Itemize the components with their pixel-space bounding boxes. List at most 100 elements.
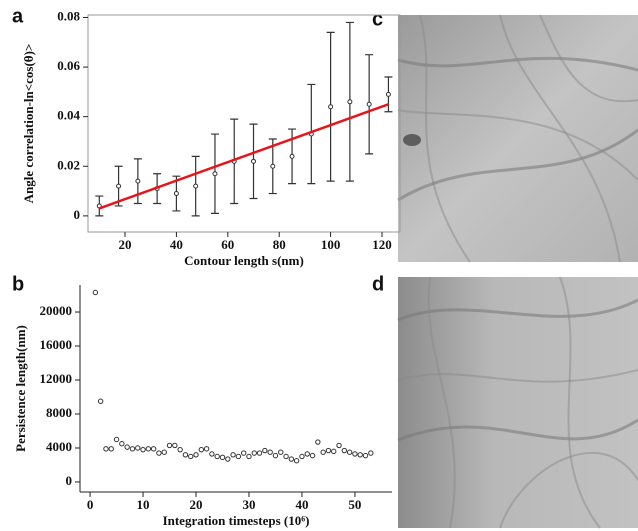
data-point [256,450,263,456]
data-point [272,452,279,459]
y-tick-label: 0.06 [57,58,80,73]
y-tick-label: 0.02 [57,157,80,172]
data-point [368,450,374,456]
data-point [198,446,205,453]
data-point [278,449,284,455]
data-point [214,453,220,460]
data-point [328,104,334,110]
y-tick-label: 4000 [46,439,72,454]
data-point [341,447,348,454]
data-point [116,183,122,189]
data-point [92,289,99,296]
data-point [212,171,218,177]
data-point [240,450,247,456]
panel-label: d [372,273,384,295]
data-point [103,446,109,452]
data-point [188,453,194,460]
data-point [304,451,310,457]
data-point [262,447,268,454]
panel-label: b [12,273,24,295]
x-tick-label: 80 [273,237,286,252]
data-point [251,450,257,456]
data-point [293,458,300,464]
data-point [246,453,252,460]
data-point [309,452,316,459]
y-axis-title: Persistence length(nm) [13,325,28,452]
data-point [385,91,391,97]
data-point [172,442,178,449]
data-point [299,453,305,460]
data-point [166,442,173,449]
x-tick-label: 60 [221,237,234,252]
data-point [325,447,332,454]
plot-frame [87,14,401,233]
data-point [352,451,358,457]
x-tick-label: 10 [137,497,150,512]
y-tick-label: 20000 [40,303,73,318]
data-point [150,446,157,452]
data-point [182,452,189,458]
x-axis-title: Integration timesteps (10⁶) [163,513,310,528]
data-point [357,452,363,458]
x-tick-label: 20 [119,237,132,252]
panel-label: a [12,5,24,27]
data-point [267,449,273,455]
data-point [129,446,136,452]
panel-label: c [372,8,383,30]
fit-line [98,103,389,210]
data-point [346,449,353,455]
data-point [362,452,369,459]
data-point [209,451,215,457]
y-axis-title: Angle correlation-ln<cos(θ)> [21,44,36,204]
x-tick-label: 50 [348,497,361,512]
data-point [177,446,183,453]
data-point [315,439,321,445]
data-point [193,452,199,458]
y-tick-label: 12000 [40,371,73,386]
data-point [135,178,141,184]
x-tick-label: 20 [190,497,203,512]
micrograph [397,14,638,263]
data-point [230,452,236,458]
y-tick-label: 8000 [46,405,72,420]
data-point [119,441,125,447]
data-point [97,398,104,404]
data-point [283,453,289,460]
data-point [140,446,146,453]
data-point [251,158,257,164]
data-point [161,449,167,455]
data-point [331,448,337,455]
data-point [235,453,242,460]
data-point [289,153,295,159]
data-point [173,191,179,197]
data-point [366,101,372,107]
x-tick-label: 0 [87,497,94,512]
data-point [135,445,141,451]
data-point [336,442,342,449]
y-tick-label: 0 [66,473,73,488]
data-point [108,446,114,452]
x-tick-label: 100 [321,237,341,252]
y-tick-label: 0.04 [57,108,80,123]
data-point [203,446,210,452]
y-tick-label: 0.08 [57,8,80,23]
data-point [219,454,226,461]
data-point [270,163,276,169]
x-tick-label: 40 [170,237,183,252]
data-point [124,444,130,450]
data-point [347,99,353,105]
x-tick-label: 30 [242,497,255,512]
data-point [320,449,326,455]
y-tick-label: 0 [74,207,81,222]
y-tick-label: 16000 [40,337,73,352]
x-axis-title: Contour length s(nm) [184,253,304,268]
micrograph [397,276,638,529]
data-point [156,450,162,456]
data-point [113,436,120,443]
data-point [288,456,295,462]
data-point [225,456,231,462]
x-tick-label: 120 [372,237,392,252]
data-point [145,446,152,452]
